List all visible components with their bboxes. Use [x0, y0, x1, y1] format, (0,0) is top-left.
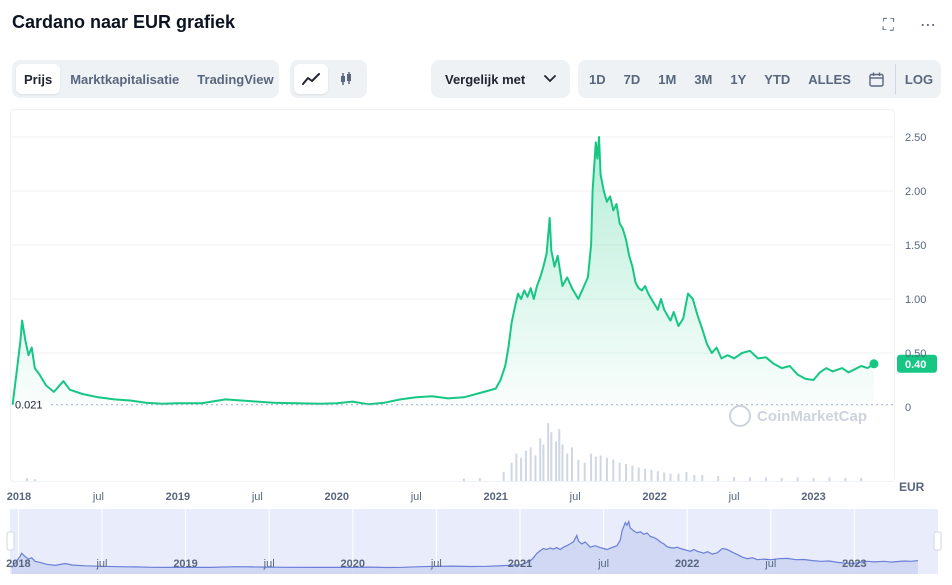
range-1m[interactable]: 1M [658, 71, 677, 87]
navigator-area [11, 521, 918, 574]
chart-frame [10, 109, 895, 482]
x-tick-label: jul [569, 491, 581, 503]
navigator-tick-label: jul [597, 558, 609, 570]
y-tick-label: 2.00 [905, 186, 926, 198]
x-tick-label: jul [410, 491, 422, 503]
page-title: Cardano naar EUR grafiek [12, 12, 236, 32]
navigator-handle-right[interactable] [933, 531, 942, 551]
navigator-tick-label: 2021 [508, 558, 532, 570]
compare-label: Vergelijk met [445, 71, 526, 87]
navigator-tick-label: 2020 [341, 558, 365, 570]
candlestick-icon[interactable] [330, 64, 362, 94]
chart-style-toggle [290, 60, 367, 98]
range-alles[interactable]: ALLES [808, 71, 851, 87]
x-tick-label: 2020 [325, 491, 349, 503]
range-selector: 1D 7D 1M 3M 1Y YTD ALLES LOG [578, 60, 941, 98]
navigator-tick-label: jul [263, 558, 275, 570]
x-tick-label: 2019 [166, 491, 190, 503]
currency-label: EUR [899, 480, 925, 494]
chevron-down-icon [544, 75, 556, 83]
range-1d[interactable]: 1D [589, 71, 606, 87]
navigator-tick-label: 2022 [675, 558, 699, 570]
y-tick-label: 1.50 [905, 240, 926, 252]
chart-type-tabs: Prijs Marktkapitalisatie TradingView [12, 60, 279, 98]
x-tick-label: jul [728, 491, 740, 503]
last-price-label: 0.40 [905, 359, 926, 371]
x-tick-label: jul [92, 491, 104, 503]
navigator-tick-label: jul [764, 558, 776, 570]
y-tick-label: 0 [905, 402, 911, 414]
y-tick-label: 1.00 [905, 294, 926, 306]
tab-tradingview[interactable]: TradingView [197, 71, 274, 87]
range-1y[interactable]: 1Y [730, 71, 747, 87]
fullscreen-icon[interactable]: ⛶ [882, 17, 894, 34]
line-chart-icon[interactable] [294, 64, 328, 94]
range-7d[interactable]: 7D [623, 71, 641, 87]
navigator-handle-left[interactable] [6, 531, 15, 551]
x-tick-label: 2018 [7, 491, 31, 503]
calendar-icon[interactable] [860, 64, 893, 94]
x-tick-label: 2022 [642, 491, 666, 503]
x-tick-label: 2023 [801, 491, 825, 503]
range-3m[interactable]: 3M [694, 71, 713, 87]
navigator-tick-label: jul [430, 558, 442, 570]
navigator-tick-label: 2023 [842, 558, 866, 570]
top-actions: ⛶ ⋯ [883, 18, 936, 34]
tab-prijs[interactable]: Prijs [16, 64, 61, 94]
chart-toolbar: Prijs Marktkapitalisatie TradingView Ver… [12, 60, 942, 98]
tab-marktkapitalisatie[interactable]: Marktkapitalisatie [70, 71, 180, 87]
x-tick-label: 2021 [483, 491, 507, 503]
navigator-line [11, 519, 918, 569]
navigator-background[interactable] [10, 509, 938, 574]
compare-select[interactable]: Vergelijk met [431, 60, 570, 98]
navigator-tick-label: jul [95, 558, 107, 570]
last-price-badge [897, 354, 937, 373]
navigator-tick-label: 2019 [173, 558, 197, 570]
y-tick-label: 2.50 [905, 132, 926, 144]
y-tick-label: 0.50 [905, 348, 926, 360]
range-ytd[interactable]: YTD [764, 71, 791, 87]
x-tick-label: jul [251, 491, 263, 503]
more-icon[interactable]: ⋯ [920, 17, 936, 34]
navigator-tick-label: 2018 [6, 558, 30, 570]
log-toggle[interactable]: LOG [894, 64, 942, 94]
